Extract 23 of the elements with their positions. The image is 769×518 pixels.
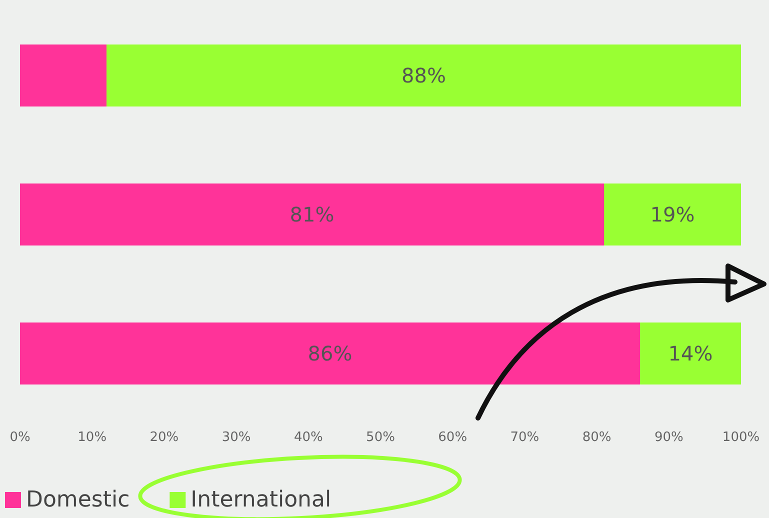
x-tick-label: 10% <box>78 430 107 445</box>
data-label: 81% <box>290 202 334 226</box>
x-tick-label: 30% <box>222 430 251 445</box>
bar <box>106 44 741 106</box>
x-tick-label: 20% <box>150 430 179 445</box>
x-tick-label: 90% <box>654 430 684 445</box>
x-tick-label: 50% <box>366 430 395 445</box>
legend-label: International <box>190 488 332 512</box>
bar <box>20 184 604 246</box>
bar <box>604 184 741 246</box>
data-label: 86% <box>308 342 352 366</box>
x-tick-label: 80% <box>582 430 612 445</box>
legend-label: Domestic <box>26 488 130 512</box>
bar <box>640 322 741 384</box>
x-tick-label: 60% <box>438 430 468 445</box>
x-tick-label: 100% <box>722 430 760 445</box>
x-tick-label: 40% <box>294 430 323 445</box>
bar <box>20 44 107 106</box>
data-label: 88% <box>402 64 446 88</box>
data-label: 14% <box>668 342 713 366</box>
x-tick-label: 70% <box>510 430 540 445</box>
x-tick-label: 0% <box>10 430 30 445</box>
data-label: 19% <box>650 202 695 226</box>
